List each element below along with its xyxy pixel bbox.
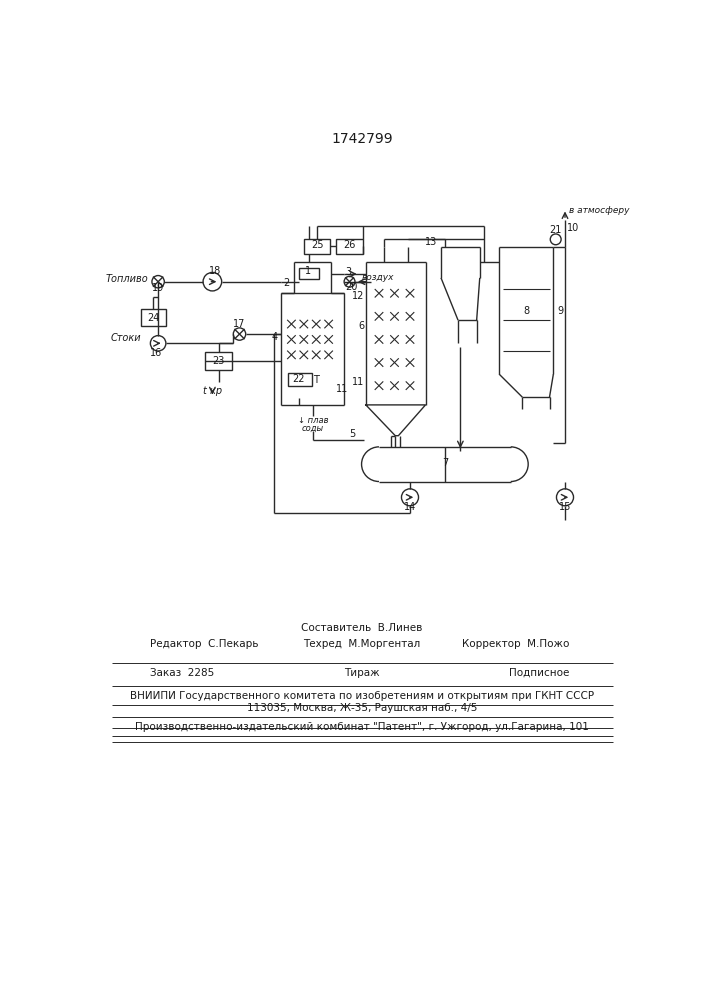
Circle shape	[203, 272, 222, 291]
Text: 3: 3	[345, 267, 351, 277]
Circle shape	[556, 489, 573, 506]
Text: 20: 20	[346, 282, 358, 292]
Text: 7: 7	[442, 458, 448, 468]
Bar	[141, 309, 166, 326]
Text: Топливо: Топливо	[106, 274, 149, 284]
Text: 8: 8	[523, 306, 530, 316]
Text: 13: 13	[425, 237, 437, 247]
Text: 16: 16	[151, 348, 163, 358]
Circle shape	[151, 336, 166, 351]
Text: 17: 17	[233, 319, 246, 329]
Text: 11: 11	[337, 384, 349, 394]
Text: 25: 25	[311, 240, 323, 250]
Text: t кр: t кр	[203, 386, 222, 396]
Text: 1742799: 1742799	[331, 132, 393, 146]
Text: Тираж: Тираж	[344, 668, 380, 678]
Text: 14: 14	[404, 502, 416, 512]
Text: 2: 2	[284, 278, 290, 288]
Text: 4: 4	[271, 332, 277, 342]
Bar	[337, 239, 363, 254]
Text: в атмосферу: в атмосферу	[569, 206, 629, 215]
Text: 5: 5	[349, 429, 355, 439]
Text: 9: 9	[557, 306, 563, 316]
Bar	[204, 352, 232, 370]
Text: 12: 12	[352, 291, 364, 301]
Text: 24: 24	[147, 313, 160, 323]
Text: Заказ  2285: Заказ 2285	[151, 668, 215, 678]
Text: 22: 22	[292, 374, 305, 384]
Circle shape	[233, 328, 246, 340]
Text: 113035, Москва, Ж-35, Раушская наб., 4/5: 113035, Москва, Ж-35, Раушская наб., 4/5	[247, 703, 477, 713]
Text: 11: 11	[352, 377, 364, 387]
Bar	[304, 239, 330, 254]
Text: Подписное: Подписное	[508, 668, 569, 678]
Text: Составитель  В.Линев: Составитель В.Линев	[301, 623, 423, 633]
Text: Корректор  М.Пожо: Корректор М.Пожо	[462, 639, 569, 649]
Text: Техред  М.Моргентал: Техред М.Моргентал	[303, 639, 421, 649]
Text: 26: 26	[344, 240, 356, 250]
Text: 15: 15	[559, 502, 571, 512]
Text: воздух: воздух	[361, 273, 394, 282]
Circle shape	[550, 234, 561, 245]
Text: Редактор  С.Пекарь: Редактор С.Пекарь	[151, 639, 259, 649]
Text: 18: 18	[209, 266, 221, 276]
Bar	[288, 373, 312, 386]
Text: Стоки: Стоки	[110, 333, 141, 343]
Bar	[299, 268, 319, 279]
Text: ВНИИПИ Государственного комитета по изобретениям и открытиям при ГКНТ СССР: ВНИИПИ Государственного комитета по изоб…	[130, 691, 594, 701]
Text: T: T	[313, 375, 319, 385]
Text: 23: 23	[212, 356, 225, 366]
Text: 1: 1	[305, 266, 312, 276]
Text: 6: 6	[358, 321, 364, 331]
Text: 10: 10	[567, 223, 580, 233]
Text: 19: 19	[152, 283, 164, 293]
Circle shape	[152, 276, 164, 288]
Text: ↓ плав: ↓ плав	[298, 416, 328, 425]
Text: соды: соды	[302, 424, 325, 432]
Circle shape	[402, 489, 419, 506]
Text: Производственно-издательский комбинат "Патент", г. Ужгород, ул.Гагарина, 101: Производственно-издательский комбинат "П…	[135, 722, 589, 732]
Circle shape	[344, 276, 355, 287]
Text: 21: 21	[549, 225, 562, 235]
